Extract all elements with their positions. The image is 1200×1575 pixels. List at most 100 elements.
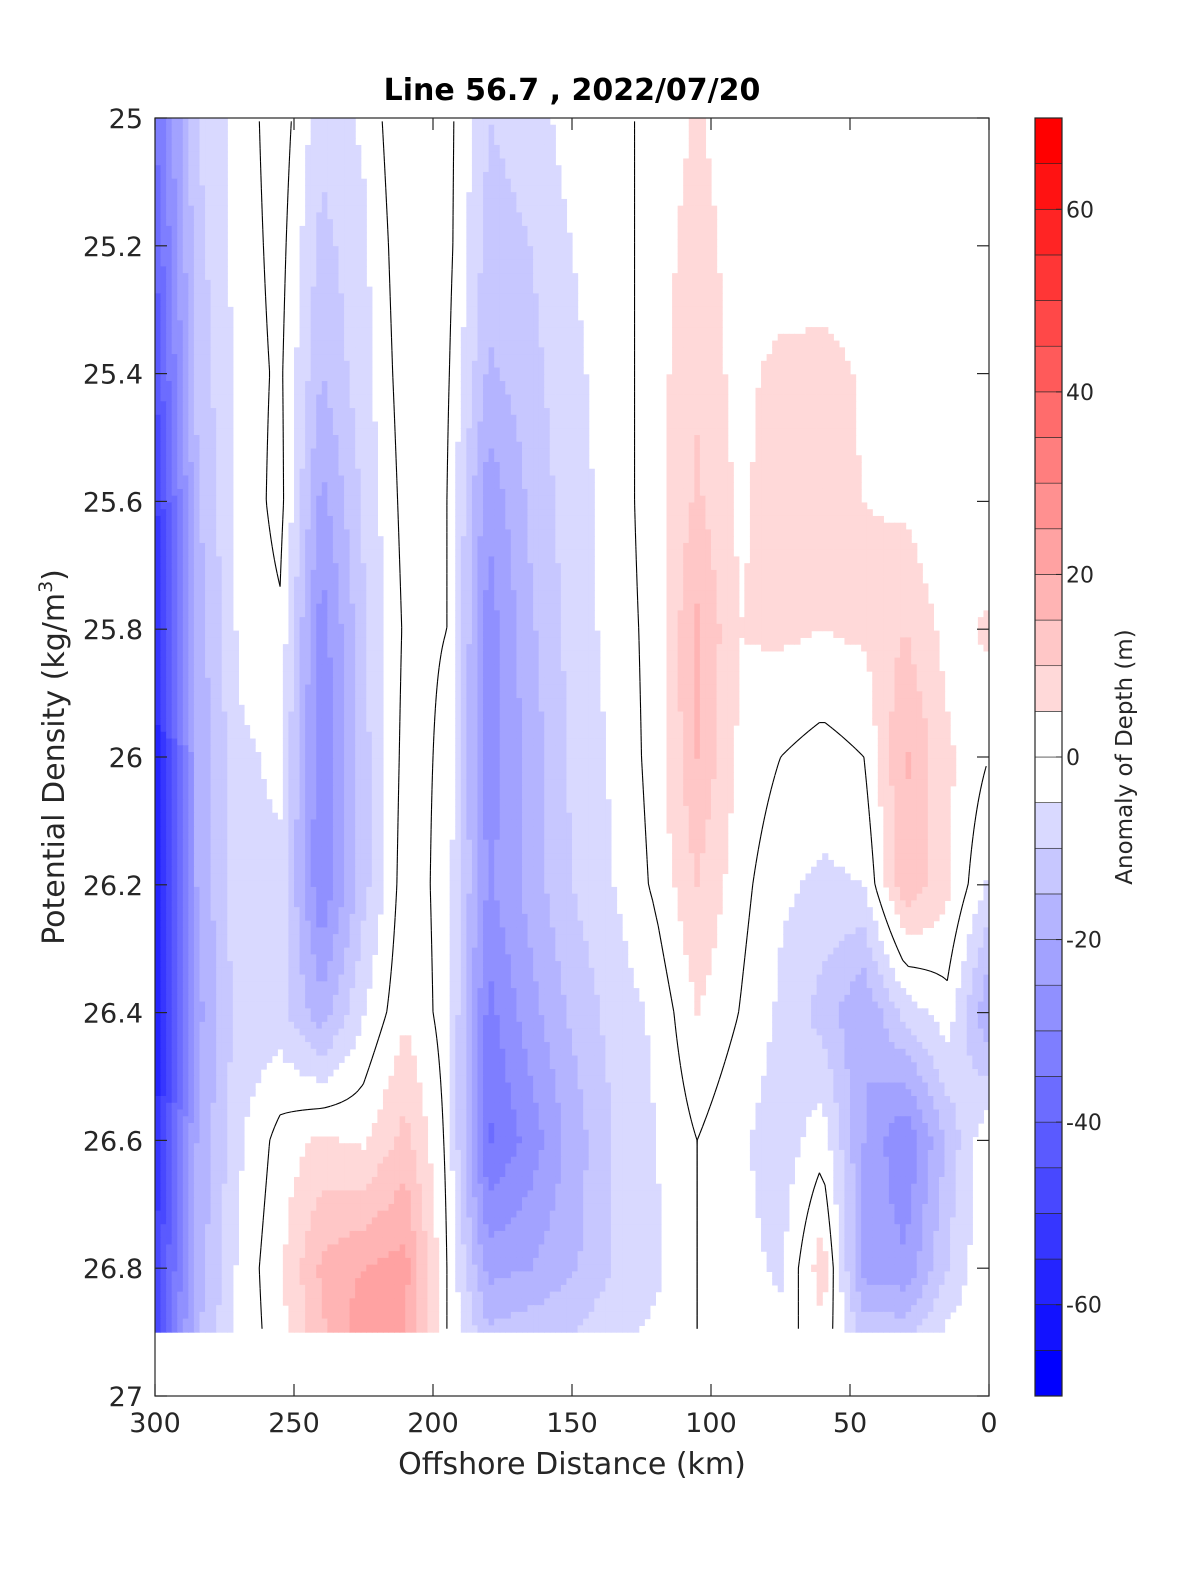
heatmap-cell xyxy=(193,475,201,483)
heatmap-cell xyxy=(366,360,373,369)
heatmap-cell xyxy=(221,408,228,416)
heatmap-cell xyxy=(516,347,523,355)
heatmap-cell xyxy=(816,340,823,348)
heatmap-cell xyxy=(527,198,534,207)
heatmap-cell xyxy=(761,421,768,429)
heatmap-cell xyxy=(193,367,201,375)
heatmap-cell xyxy=(683,259,690,267)
heatmap-cell xyxy=(344,124,351,133)
heatmap-cell xyxy=(677,219,684,227)
heatmap-cell xyxy=(783,509,790,517)
heatmap-cell xyxy=(466,563,473,571)
heatmap-cell xyxy=(555,246,562,254)
heatmap-cell xyxy=(471,286,479,294)
heatmap-cell xyxy=(560,563,568,571)
heatmap-cell xyxy=(299,394,306,402)
heatmap-cell xyxy=(811,522,818,531)
heatmap-cell xyxy=(811,340,818,348)
heatmap-cell xyxy=(488,300,495,308)
heatmap-cell xyxy=(816,367,823,375)
heatmap-cell xyxy=(305,198,312,207)
heatmap-cell xyxy=(227,515,234,524)
heatmap-cell xyxy=(521,273,529,281)
heatmap-cell xyxy=(516,118,523,126)
heatmap-cell xyxy=(338,421,345,429)
heatmap-cell xyxy=(816,549,823,558)
heatmap-cell xyxy=(160,590,167,598)
heatmap-cell xyxy=(344,327,351,335)
heatmap-cell xyxy=(788,515,795,524)
heatmap-cell xyxy=(216,408,223,416)
heatmap-cell xyxy=(460,333,467,342)
heatmap-cell xyxy=(788,347,795,355)
heatmap-cell xyxy=(216,502,223,510)
heatmap-cell xyxy=(360,441,367,450)
heatmap-cell xyxy=(332,273,340,281)
heatmap-cell xyxy=(371,455,378,463)
heatmap-cell xyxy=(327,246,334,254)
heatmap-cell xyxy=(560,219,568,227)
heatmap-cell xyxy=(299,435,306,443)
heatmap-cell xyxy=(188,219,195,227)
heatmap-cell xyxy=(321,360,328,369)
heatmap-cell xyxy=(193,252,201,261)
heatmap-cell xyxy=(555,293,562,301)
heatmap-cell xyxy=(216,367,223,375)
heatmap-cell xyxy=(838,394,846,402)
heatmap-cell xyxy=(294,387,301,396)
heatmap-cell xyxy=(538,394,545,402)
heatmap-cell xyxy=(560,414,568,423)
heatmap-cell xyxy=(722,542,729,551)
heatmap-cell xyxy=(549,178,556,187)
heatmap-cell xyxy=(672,515,679,524)
heatmap-cell xyxy=(210,232,217,241)
heatmap-cell xyxy=(366,468,373,477)
heatmap-cell xyxy=(777,441,784,450)
heatmap-cell xyxy=(177,374,184,382)
heatmap-cell xyxy=(694,556,701,564)
heatmap-cell xyxy=(188,138,195,146)
heatmap-cell xyxy=(310,475,317,483)
heatmap-cell xyxy=(711,556,718,564)
heatmap-cell xyxy=(716,515,723,524)
heatmap-cell xyxy=(694,138,701,146)
heatmap-cell xyxy=(688,252,695,261)
heatmap-cell xyxy=(838,468,846,477)
heatmap-cell xyxy=(833,529,840,537)
heatmap-cell xyxy=(221,563,228,571)
heatmap-cell xyxy=(199,259,206,267)
heatmap-cell xyxy=(683,347,690,355)
heatmap-cell xyxy=(761,495,768,504)
heatmap-cell xyxy=(822,536,829,544)
heatmap-cell xyxy=(366,286,373,294)
heatmap-cell xyxy=(772,401,779,409)
heatmap-cell xyxy=(160,225,167,234)
heatmap-cell xyxy=(471,387,479,396)
heatmap-cell xyxy=(366,374,373,382)
heatmap-cell xyxy=(188,279,195,288)
heatmap-cell xyxy=(694,293,701,301)
heatmap-cell xyxy=(171,529,178,537)
heatmap-cell xyxy=(560,205,568,214)
heatmap-cell xyxy=(850,408,857,416)
heatmap-cell xyxy=(699,421,707,429)
heatmap-cell xyxy=(483,563,490,571)
heatmap-cell xyxy=(505,151,512,160)
heatmap-cell xyxy=(705,475,712,483)
heatmap-cell xyxy=(533,502,540,510)
heatmap-cell xyxy=(483,212,490,220)
heatmap-cell xyxy=(344,428,351,436)
heatmap-cell xyxy=(761,482,768,490)
heatmap-cell xyxy=(338,455,345,463)
heatmap-cell xyxy=(499,340,506,348)
heatmap-cell xyxy=(171,313,178,321)
heatmap-cell xyxy=(549,340,556,348)
heatmap-cell xyxy=(344,408,351,416)
heatmap-cell xyxy=(483,354,490,362)
heatmap-cell xyxy=(772,340,779,348)
heatmap-cell xyxy=(527,360,534,369)
heatmap-cell xyxy=(460,536,467,544)
heatmap-cell xyxy=(360,563,367,571)
heatmap-cell xyxy=(533,522,540,531)
heatmap-cell xyxy=(477,556,484,564)
